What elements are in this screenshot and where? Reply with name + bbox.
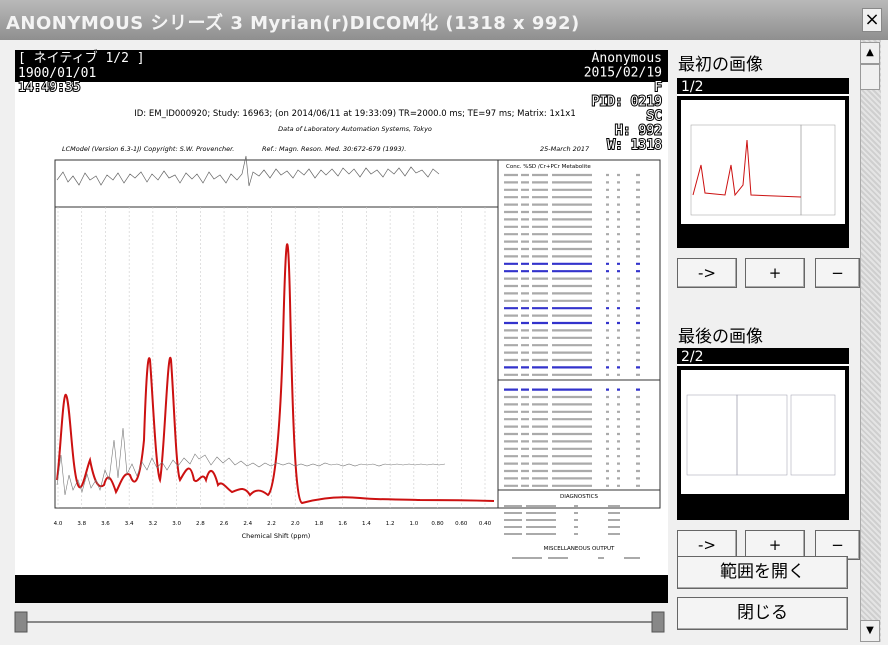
x-tick-label: 3.4 — [125, 521, 134, 527]
add-button[interactable]: + — [745, 530, 805, 560]
thumb-sketch — [690, 124, 836, 216]
spectrum-image — [15, 82, 668, 575]
overlay-info: 2015/02/19 — [584, 66, 662, 81]
overlay-info: Anonymous — [592, 51, 662, 66]
x-tick-label: 1.2 — [386, 521, 395, 527]
title-bar — [0, 0, 888, 40]
result-table — [497, 159, 661, 509]
report-header: ID: EM_ID000920; Study: 16963; (on 2014/… — [134, 109, 576, 119]
residual-trace — [56, 155, 440, 187]
x-tick-label: 3.0 — [172, 521, 181, 527]
overlay-info: PID: 0219 — [592, 95, 662, 110]
scroll-down[interactable]: ▼ — [860, 620, 880, 642]
thumbnail-image — [681, 100, 845, 224]
viewer: ID: EM_ID000920; Study: 16963; (on 2014/… — [14, 49, 668, 633]
overlay-series: [ ネイティブ 1/2 ] — [18, 50, 145, 66]
x-tick-label: 3.8 — [77, 521, 86, 527]
add-button[interactable]: + — [745, 258, 805, 288]
x-tick-label: 1.0 — [409, 521, 418, 527]
scroll-thumb[interactable] — [860, 64, 880, 90]
fit-curve — [56, 243, 495, 505]
remove-button[interactable]: − — [815, 530, 860, 560]
open-range-button[interactable]: 範囲を開く — [677, 556, 848, 589]
x-tick-label: 1.6 — [338, 521, 347, 527]
overlay-info: F — [654, 80, 662, 95]
slider-thumb[interactable] — [651, 611, 665, 633]
scroll-up[interactable]: ▲ — [860, 42, 880, 64]
x-tick-label: 1.8 — [315, 521, 324, 527]
next-button[interactable]: -> — [677, 258, 737, 288]
first-index: 1/2 — [677, 78, 849, 96]
close-dialog-button[interactable]: 閉じる — [677, 597, 848, 630]
overlay-date: 1900/01/01 — [18, 66, 96, 81]
x-tick-label: 2.2 — [267, 521, 276, 527]
last-thumbnail[interactable]: 2/2 — [677, 348, 849, 520]
close-button[interactable]: × — [862, 8, 882, 32]
x-axis-label: Chemical Shift (ppm) — [242, 532, 311, 540]
report-subheader: Data of Laboratory Automation Systems, T… — [278, 125, 432, 133]
x-tick-label: 2.8 — [196, 521, 205, 527]
x-tick-label: 2.6 — [220, 521, 229, 527]
x-ticks: 4.0 3.8 3.6 3.4 3.2 3.0 2.8 2.6 2.4 2.2 2.0 1.8 1.6 1… — [54, 521, 492, 527]
x-tick-label: 4.0 — [54, 521, 63, 527]
last-index: 2/2 — [677, 348, 849, 366]
next-button[interactable]: -> — [677, 530, 737, 560]
first-image-label: 最初の画像 — [678, 55, 763, 75]
diagnostics-header: DIAGNOSTICS — [560, 494, 599, 500]
x-tick-label: 2.0 — [291, 521, 300, 527]
last-image-label: 最後の画像 — [678, 327, 763, 347]
table-header: Conc. %SD /Cr+PCr Metabolite — [506, 164, 591, 170]
window-title: ANONYMOUS シリーズ 3 Myrian(r)DICOM化 (1318 x… — [6, 13, 580, 34]
x-tick-label: 0.80 — [431, 521, 444, 527]
report-date: 25-March 2017 — [540, 145, 590, 153]
x-tick-label: 3.2 — [149, 521, 158, 527]
overlay-info: SC — [646, 109, 662, 124]
x-tick-label: 0.60 — [455, 521, 468, 527]
thumbnail-image — [681, 370, 845, 494]
table-rows — [504, 173, 650, 559]
scrollbar[interactable] — [860, 40, 881, 642]
x-tick-label: 3.6 — [101, 521, 110, 527]
remove-button[interactable]: − — [815, 258, 860, 288]
overlay-time: 14:49:35 — [18, 80, 81, 95]
overlay-info: H: 992 — [615, 124, 662, 139]
report-reference: Ref.: Magn. Reson. Med. 30:672-679 (1993… — [262, 145, 406, 153]
report-software: LCModel (Version 6.3-1J) Copyright: S.W.… — [62, 145, 234, 153]
overlay-info: W: 1318 — [607, 138, 662, 153]
slider-thumb[interactable] — [14, 611, 28, 633]
x-tick-label: 1.4 — [362, 521, 371, 527]
x-tick-label: 2.4 — [243, 521, 252, 527]
x-tick-label: 0.40 — [479, 521, 492, 527]
first-thumbnail[interactable]: 1/2 — [677, 78, 849, 248]
thumb-sketch — [686, 394, 836, 476]
data-trace — [56, 427, 446, 496]
misc-header: MISCELLANEOUS OUTPUT — [544, 546, 615, 552]
